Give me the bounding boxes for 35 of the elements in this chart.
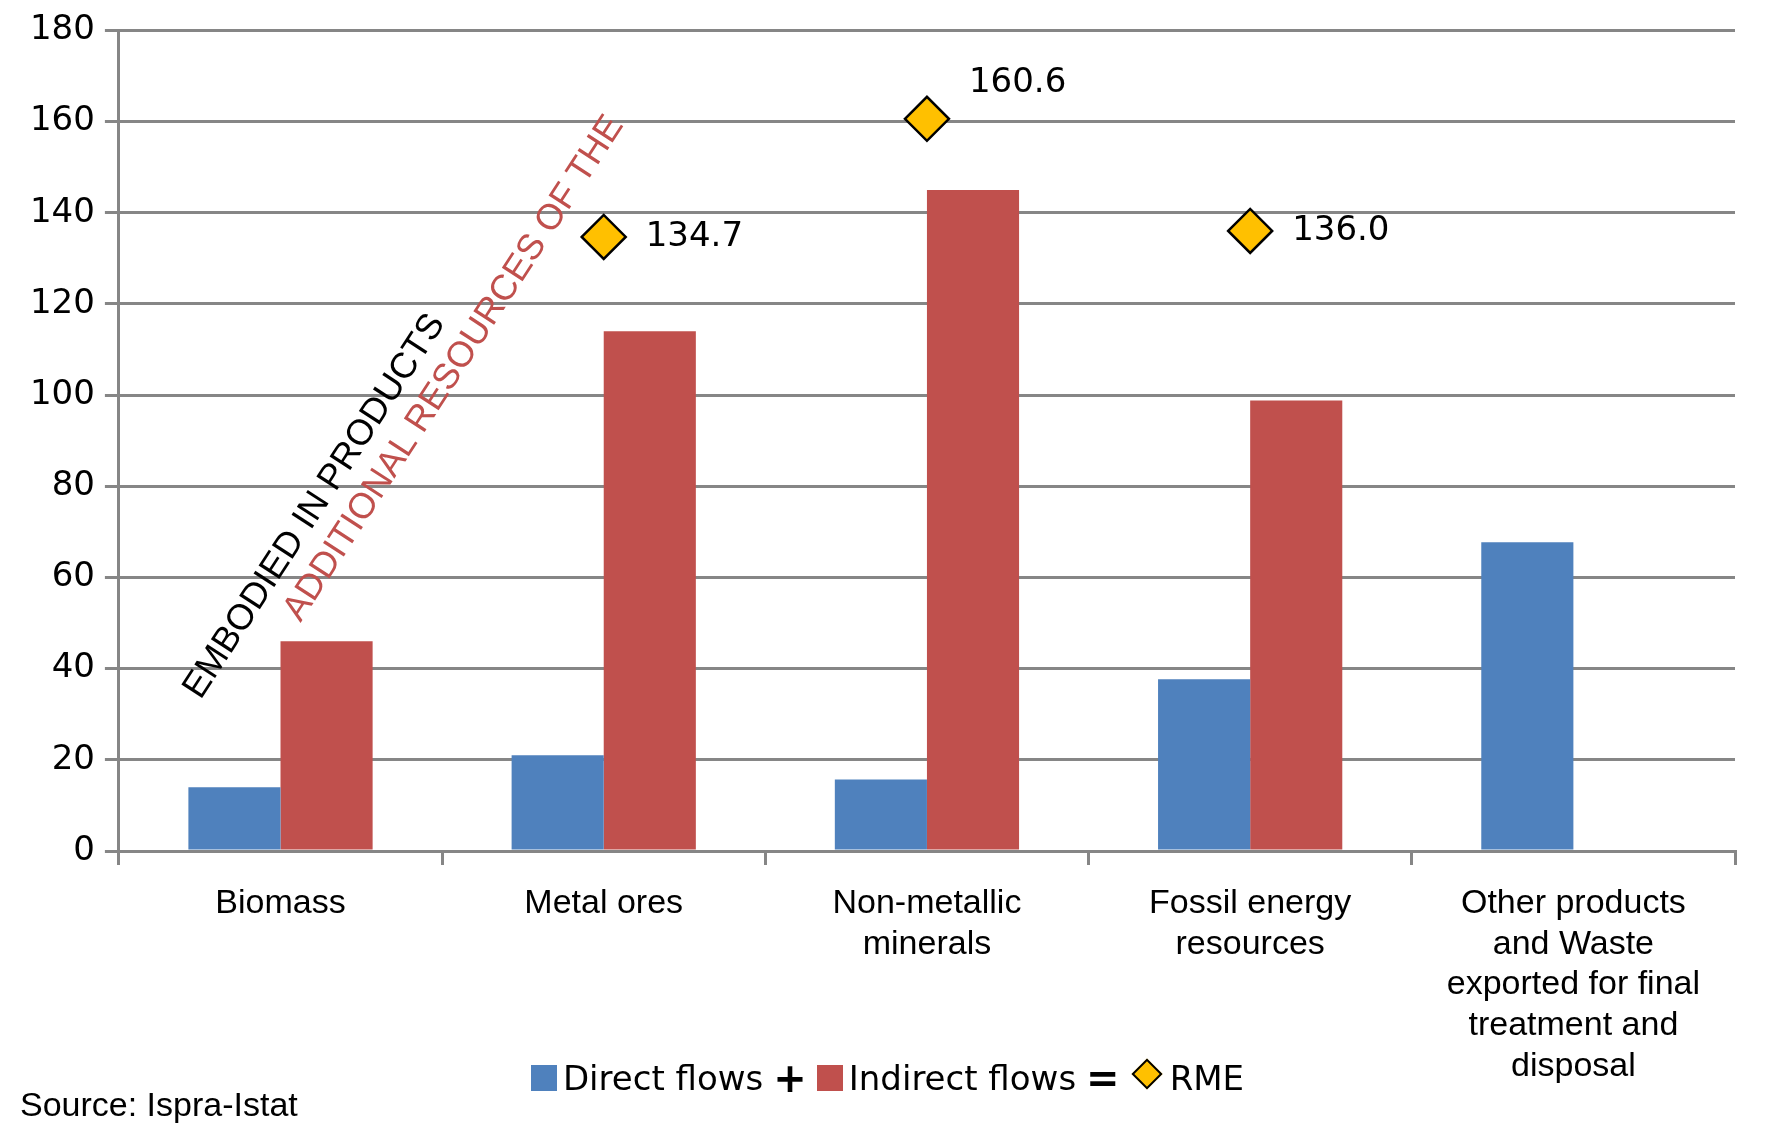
y-tick-label: 0 <box>73 827 95 868</box>
legend-label: Indirect flows <box>848 1058 1077 1098</box>
bar <box>834 779 927 850</box>
bar <box>926 189 1020 850</box>
y-tick-label: 20 <box>51 736 95 777</box>
legend-label: Direct flows <box>562 1058 764 1098</box>
y-tick-label: 40 <box>51 645 95 686</box>
x-tick-label: Fossil energy resources <box>1149 881 1352 961</box>
source-note: Source: Ispra-Istat <box>20 1085 298 1124</box>
y-tick-label: 120 <box>29 280 95 321</box>
y-tick-label: 180 <box>29 7 95 48</box>
y-tick-label: 80 <box>51 463 95 504</box>
y-tick-label: 160 <box>29 98 95 139</box>
x-tick-label: Metal ores <box>524 881 684 920</box>
y-tick-label: 100 <box>29 371 95 412</box>
data-label: 134.7 <box>645 213 744 254</box>
x-tick-label: Biomass <box>215 881 346 920</box>
bar <box>603 331 696 850</box>
bar <box>188 787 281 850</box>
bar <box>511 755 604 850</box>
bar <box>1158 679 1251 850</box>
legend-label: RME <box>1169 1058 1245 1098</box>
point <box>580 213 627 261</box>
text: = <box>1086 1055 1120 1101</box>
point <box>1226 207 1274 255</box>
point <box>903 95 951 143</box>
bar <box>1481 542 1574 850</box>
bar <box>1250 400 1343 850</box>
y-tick-label: 140 <box>29 189 95 230</box>
y-tick-label: 60 <box>51 554 95 595</box>
data-label: 160.6 <box>968 59 1067 100</box>
x-tick-label: Non-metallic minerals <box>832 881 1022 961</box>
text: + <box>773 1055 807 1101</box>
data-label: 136.0 <box>1292 207 1390 248</box>
x-tick-label: Other products and Waste exported for final treatment and disposal <box>1446 881 1701 1083</box>
